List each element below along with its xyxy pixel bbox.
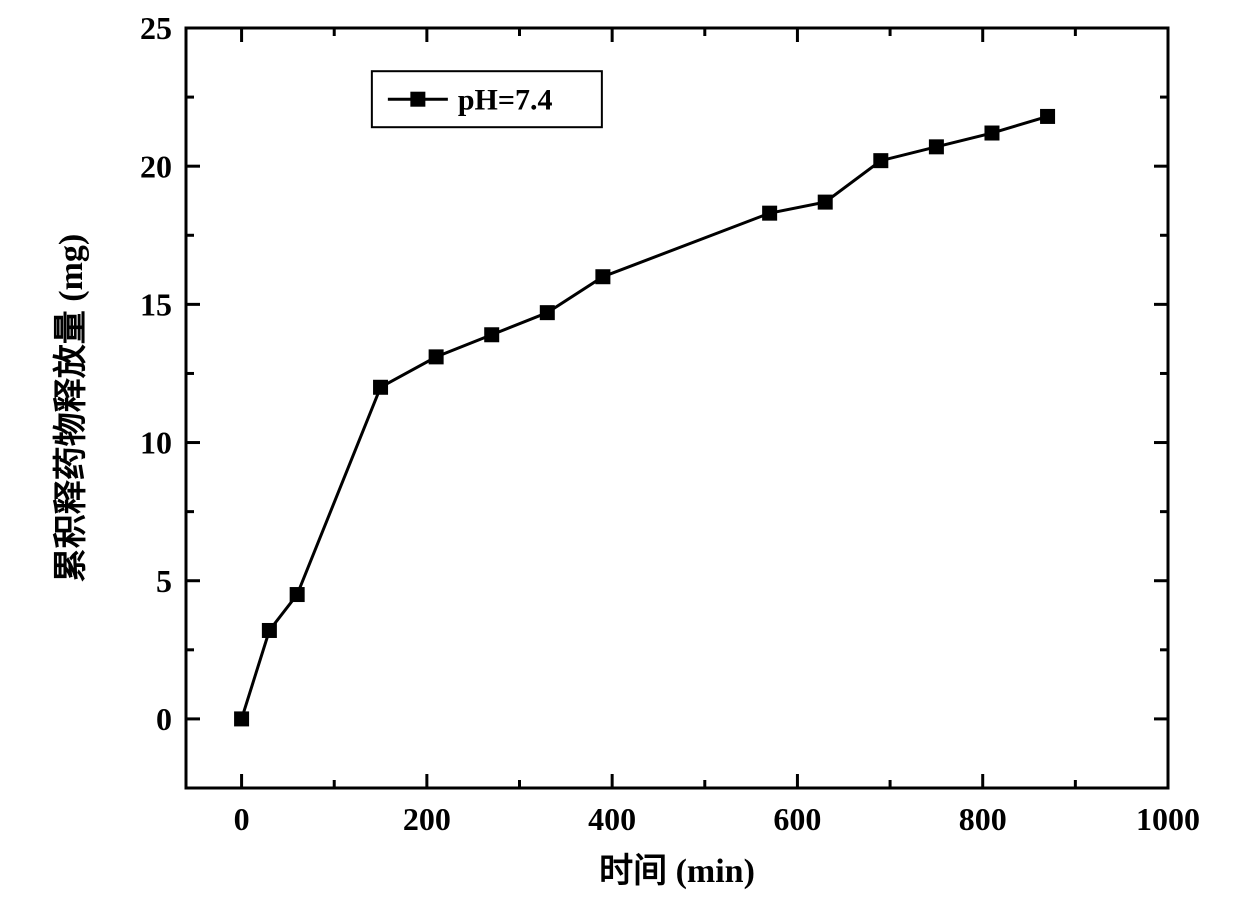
- y-tick-label: 20: [140, 148, 172, 184]
- series-marker: [429, 349, 444, 364]
- series-marker: [595, 269, 610, 284]
- y-tick-label: 5: [156, 563, 172, 599]
- y-axis-label: 累积释药物释放量 (mg): [52, 234, 90, 582]
- series-marker: [373, 380, 388, 395]
- series-marker: [290, 587, 305, 602]
- legend-marker-sample: [410, 92, 425, 107]
- x-tick-label: 600: [773, 801, 821, 837]
- series-marker: [929, 139, 944, 154]
- legend-label: pH=7.4: [458, 84, 553, 117]
- x-axis-label: 时间 (min): [599, 852, 755, 890]
- series-marker: [234, 711, 249, 726]
- series-marker: [540, 305, 555, 320]
- x-tick-label: 1000: [1136, 801, 1200, 837]
- chart-container: 0 200 400 600 800 1000 0 5 10 15 20 25 时间 (min) 累积释药物…: [0, 0, 1240, 921]
- series-marker: [873, 153, 888, 168]
- x-tick-label: 200: [403, 801, 451, 837]
- x-tick-label: 0: [234, 801, 250, 837]
- y-tick-label: 10: [140, 425, 172, 461]
- y-tick-label: 15: [140, 287, 172, 323]
- y-tick-label: 0: [156, 701, 172, 737]
- series-marker: [1040, 109, 1055, 124]
- series-marker: [984, 126, 999, 141]
- series-marker: [818, 195, 833, 210]
- chart-svg: 0 200 400 600 800 1000 0 5 10 15 20 25 时间 (min) 累积释药物…: [0, 0, 1240, 921]
- series-marker: [484, 327, 499, 342]
- series-marker: [262, 623, 277, 638]
- y-tick-label: 25: [140, 10, 172, 46]
- x-tick-label: 400: [588, 801, 636, 837]
- series-marker: [762, 206, 777, 221]
- x-tick-label: 800: [959, 801, 1007, 837]
